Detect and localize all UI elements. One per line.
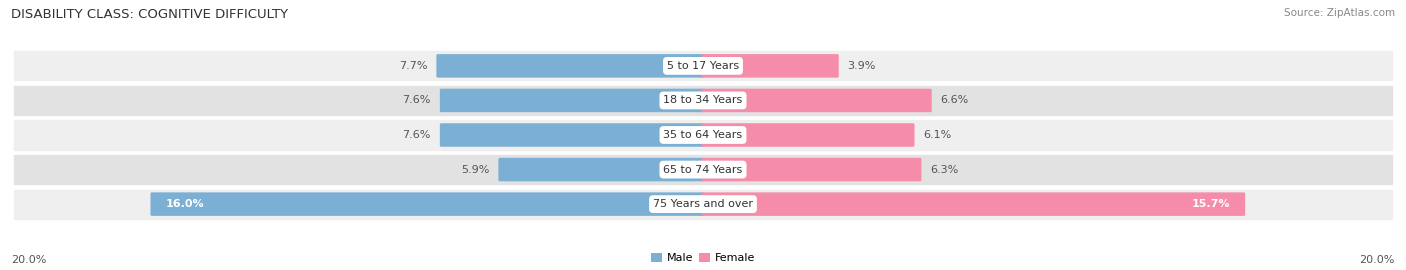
Text: 6.1%: 6.1% xyxy=(924,130,952,140)
Text: 18 to 34 Years: 18 to 34 Years xyxy=(664,95,742,106)
Text: 75 Years and over: 75 Years and over xyxy=(652,199,754,209)
Text: 16.0%: 16.0% xyxy=(166,199,204,209)
Bar xyxy=(14,155,1392,184)
FancyBboxPatch shape xyxy=(498,158,704,181)
Text: 15.7%: 15.7% xyxy=(1191,199,1230,209)
FancyBboxPatch shape xyxy=(436,54,704,78)
FancyBboxPatch shape xyxy=(702,89,932,112)
Text: 3.9%: 3.9% xyxy=(848,61,876,71)
Bar xyxy=(14,51,1392,80)
Text: 6.3%: 6.3% xyxy=(931,164,959,175)
Text: 7.7%: 7.7% xyxy=(399,61,427,71)
FancyBboxPatch shape xyxy=(702,123,914,147)
Text: 5 to 17 Years: 5 to 17 Years xyxy=(666,61,740,71)
Bar xyxy=(14,190,1392,219)
Legend: Male, Female: Male, Female xyxy=(647,249,759,268)
FancyBboxPatch shape xyxy=(440,123,704,147)
FancyBboxPatch shape xyxy=(702,192,1246,216)
Text: DISABILITY CLASS: COGNITIVE DIFFICULTY: DISABILITY CLASS: COGNITIVE DIFFICULTY xyxy=(11,8,288,21)
Text: 20.0%: 20.0% xyxy=(11,255,46,265)
Text: 7.6%: 7.6% xyxy=(402,95,430,106)
Text: 6.6%: 6.6% xyxy=(941,95,969,106)
Text: Source: ZipAtlas.com: Source: ZipAtlas.com xyxy=(1284,8,1395,18)
FancyBboxPatch shape xyxy=(702,54,839,78)
Bar xyxy=(14,86,1392,115)
FancyBboxPatch shape xyxy=(440,89,704,112)
FancyBboxPatch shape xyxy=(702,158,921,181)
FancyBboxPatch shape xyxy=(150,192,704,216)
Text: 5.9%: 5.9% xyxy=(461,164,489,175)
Text: 20.0%: 20.0% xyxy=(1360,255,1395,265)
Text: 35 to 64 Years: 35 to 64 Years xyxy=(664,130,742,140)
Text: 65 to 74 Years: 65 to 74 Years xyxy=(664,164,742,175)
Text: 7.6%: 7.6% xyxy=(402,130,430,140)
Bar xyxy=(14,120,1392,150)
